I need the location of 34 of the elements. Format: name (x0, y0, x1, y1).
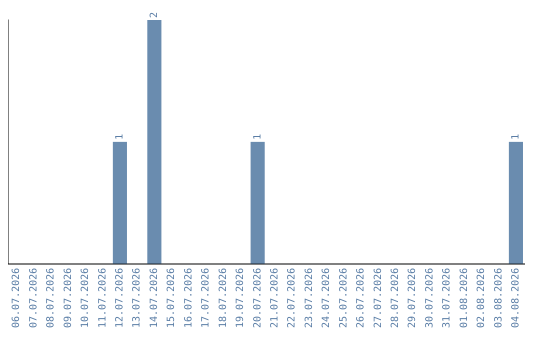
x-tick-label: 16.07.2026 (183, 268, 194, 328)
x-tick-label: 30.07.2026 (424, 268, 436, 328)
x-tick-label: 26.07.2026 (356, 268, 367, 328)
x-tick-label: 02.08.2026 (476, 268, 488, 328)
x-tick-label: 03.08.2026 (493, 268, 504, 328)
x-tick-label: 27.07.2026 (372, 268, 384, 328)
x-tick-label: 21.07.2026 (269, 268, 280, 328)
data-label: 1 (252, 134, 264, 140)
data-label: 2 (148, 12, 160, 18)
x-tick-label: 07.07.2026 (28, 268, 40, 328)
x-tick-label: 28.07.2026 (390, 268, 401, 328)
x-tick-label: 24.07.2026 (321, 268, 332, 328)
x-tick-label: 14.07.2026 (148, 268, 160, 328)
x-tick-label: 15.07.2026 (166, 268, 178, 328)
data-label: 1 (114, 134, 126, 140)
x-tick-label: 22.07.2026 (286, 268, 298, 328)
data-label: 1 (510, 134, 522, 140)
x-tick-label: 23.07.2026 (304, 268, 315, 328)
x-tick-label: 08.07.2026 (46, 268, 57, 328)
x-tick-label: 10.07.2026 (80, 268, 92, 328)
x-tick-label: 04.08.2026 (510, 268, 522, 328)
x-tick-label: 18.07.2026 (218, 268, 229, 328)
x-tick-label: 12.07.2026 (114, 268, 126, 328)
x-tick-label: 29.07.2026 (407, 268, 418, 328)
x-tick-label: 31.07.2026 (442, 268, 453, 328)
x-tick-label: 17.07.2026 (200, 268, 212, 328)
x-tick-label: 13.07.2026 (132, 268, 143, 328)
x-tick-label: 19.07.2026 (235, 268, 246, 328)
x-tick-label: 20.07.2026 (252, 268, 264, 328)
x-tick-label: 09.07.2026 (62, 268, 74, 328)
x-tick-label: 06.07.2026 (11, 268, 22, 328)
x-tick-label: 11.07.2026 (97, 268, 108, 328)
x-tick-label: 01.08.2026 (458, 268, 470, 328)
x-tick-label: 25.07.2026 (338, 268, 350, 328)
